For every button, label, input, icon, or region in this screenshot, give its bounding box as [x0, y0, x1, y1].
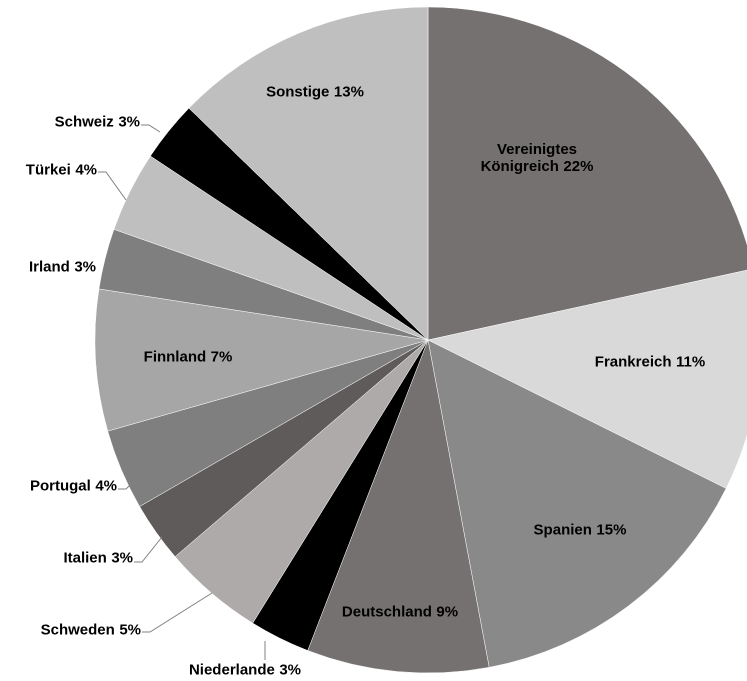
slice	[427, 269, 747, 489]
slice-label: Portugal 4%	[30, 478, 117, 495]
category-label: Türkei	[25, 161, 71, 179]
leader-line	[118, 483, 132, 490]
slice	[427, 339, 727, 668]
slice-label: Irland 3%	[29, 259, 96, 276]
category-label: Niederlande	[188, 661, 275, 679]
value-label: 3%	[279, 661, 302, 679]
slice	[307, 339, 490, 674]
value-label: 13%	[333, 83, 364, 101]
value-label: 11%	[676, 353, 706, 371]
category-label: Frankreich	[594, 353, 672, 371]
value-label: 5%	[119, 621, 141, 639]
slice-label: Italien 3%	[63, 550, 133, 567]
value-label: 3%	[118, 113, 140, 131]
leader-lines	[98, 124, 266, 660]
value-label: 3%	[111, 549, 133, 567]
slice	[94, 288, 429, 432]
slice-label: Schweiz 3%	[55, 114, 140, 131]
value-label: 15%	[596, 521, 627, 539]
slices	[94, 6, 747, 674]
category-label: Vereinigtes Königreich	[480, 141, 578, 175]
slice-label: Niederlande 3%	[189, 662, 301, 679]
slice-label: Spanien 15%	[534, 522, 627, 539]
category-label: Schweiz	[54, 113, 114, 131]
slice	[427, 6, 747, 341]
category-label: Finnland	[143, 348, 207, 366]
slice-label: Schweden 5%	[41, 622, 141, 639]
slice-label: Sonstige 13%	[266, 84, 364, 101]
category-label: Sonstige	[266, 83, 330, 101]
slice-label: Deutschland 9%	[342, 604, 458, 621]
category-label: Deutschland	[341, 603, 432, 621]
category-label: Irland	[28, 258, 70, 276]
category-label: Portugal	[29, 477, 91, 495]
category-label: Spanien	[533, 521, 592, 539]
slice-label: Finnland 7%	[144, 349, 233, 366]
value-label: 4%	[75, 161, 97, 179]
category-label: Italien	[63, 549, 107, 567]
slice-label: Türkei 4%	[26, 162, 97, 179]
leader-line	[98, 171, 127, 201]
slice	[188, 6, 429, 341]
leader-line	[142, 592, 213, 633]
slice-label: Frankreich 11%	[595, 354, 705, 371]
value-label: 22%	[563, 158, 594, 175]
value-label: 3%	[74, 258, 96, 276]
value-label: 9%	[436, 603, 459, 621]
slice-label: Vereinigtes Königreich 22%	[467, 141, 607, 175]
leader-line	[134, 536, 163, 563]
value-label: 4%	[95, 477, 117, 495]
category-label: Schweden	[40, 621, 115, 639]
leader-line	[141, 124, 161, 133]
value-label: 7%	[210, 348, 233, 366]
